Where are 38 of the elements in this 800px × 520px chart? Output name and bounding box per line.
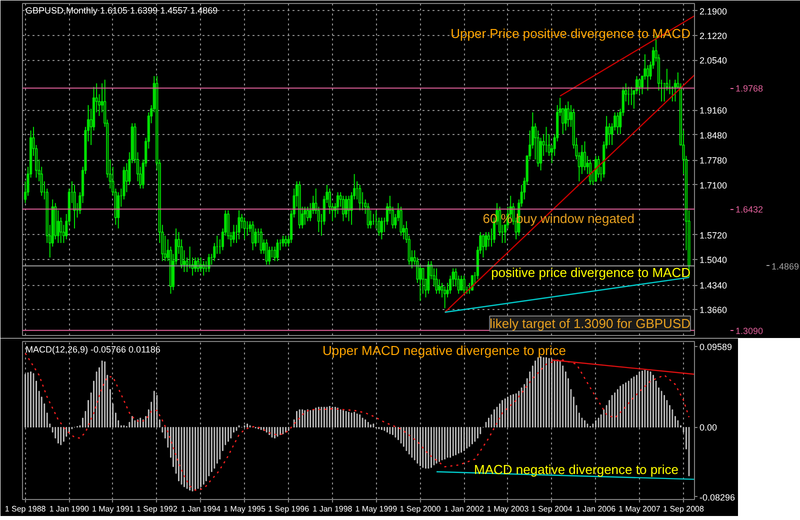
y-tick-label: 1.3660 [700, 305, 728, 316]
x-tick-label: 1 Sep 2000 [400, 504, 442, 514]
x-tick-label: 1 Jan 1994 [181, 504, 222, 514]
x-tick-label: 1 Sep 2008 [663, 504, 705, 514]
y-tick-label: 0.00 [700, 422, 718, 433]
ref-line-label: 1.4869 [772, 261, 800, 272]
x-tick-label: 1 May 2007 [618, 504, 661, 514]
x-tick-label: 1 Jan 2006 [576, 504, 616, 514]
x-tick-label: 1 Jan 2002 [444, 504, 484, 514]
x-tick-label: 1 Sep 2004 [531, 504, 573, 514]
ref-line-label: 1.9768 [736, 84, 764, 94]
x-tick-label: 1 Jan 1998 [312, 504, 353, 514]
x-tick-label: 1 May 1991 [92, 504, 134, 514]
y-tick-label: 0.09589 [700, 342, 732, 352]
y-tick-label: 1.8480 [700, 130, 728, 140]
y-tick-label: 2.1900 [700, 6, 728, 16]
ref-line-label: 1.3090 [736, 326, 764, 336]
annotation: Upper MACD negative divergence to price [322, 343, 566, 358]
x-tick-label: 1 Sep 1988 [4, 504, 46, 514]
y-tick-label: 1.5040 [700, 255, 728, 266]
y-tick-label: 1.9160 [700, 106, 728, 116]
y-tick-label: 2.0540 [700, 56, 728, 66]
y-tick-label: 1.5720 [700, 230, 728, 240]
y-tick-label: 1.7100 [700, 180, 728, 190]
x-tick-label: 1 May 2003 [486, 504, 530, 514]
x-tick-label: 1 May 1999 [355, 504, 398, 514]
annotation: likely target of 1.3090 for GBPUSD [490, 316, 691, 331]
x-tick-label: 1 Sep 1992 [136, 504, 178, 514]
y-tick-label: 2.1220 [700, 30, 728, 41]
x-tick-label: 1 May 1995 [224, 504, 266, 514]
ref-line-label: 1.6432 [736, 204, 764, 215]
chart-title: GBPUSD,Monthly 1.6105 1.6399 1.4557 1.4869 [26, 6, 218, 16]
x-tick-label: 1 Sep 1996 [268, 504, 310, 514]
y-tick-label: -0.08296 [700, 492, 736, 502]
y-tick-label: 1.7780 [700, 156, 728, 166]
x-tick-label: 1 Jan 1990 [49, 504, 90, 514]
chart-title: MACD(12,26,9) -0.05766 0.01186 [26, 344, 160, 354]
y-tick-label: 1.4340 [700, 280, 728, 291]
